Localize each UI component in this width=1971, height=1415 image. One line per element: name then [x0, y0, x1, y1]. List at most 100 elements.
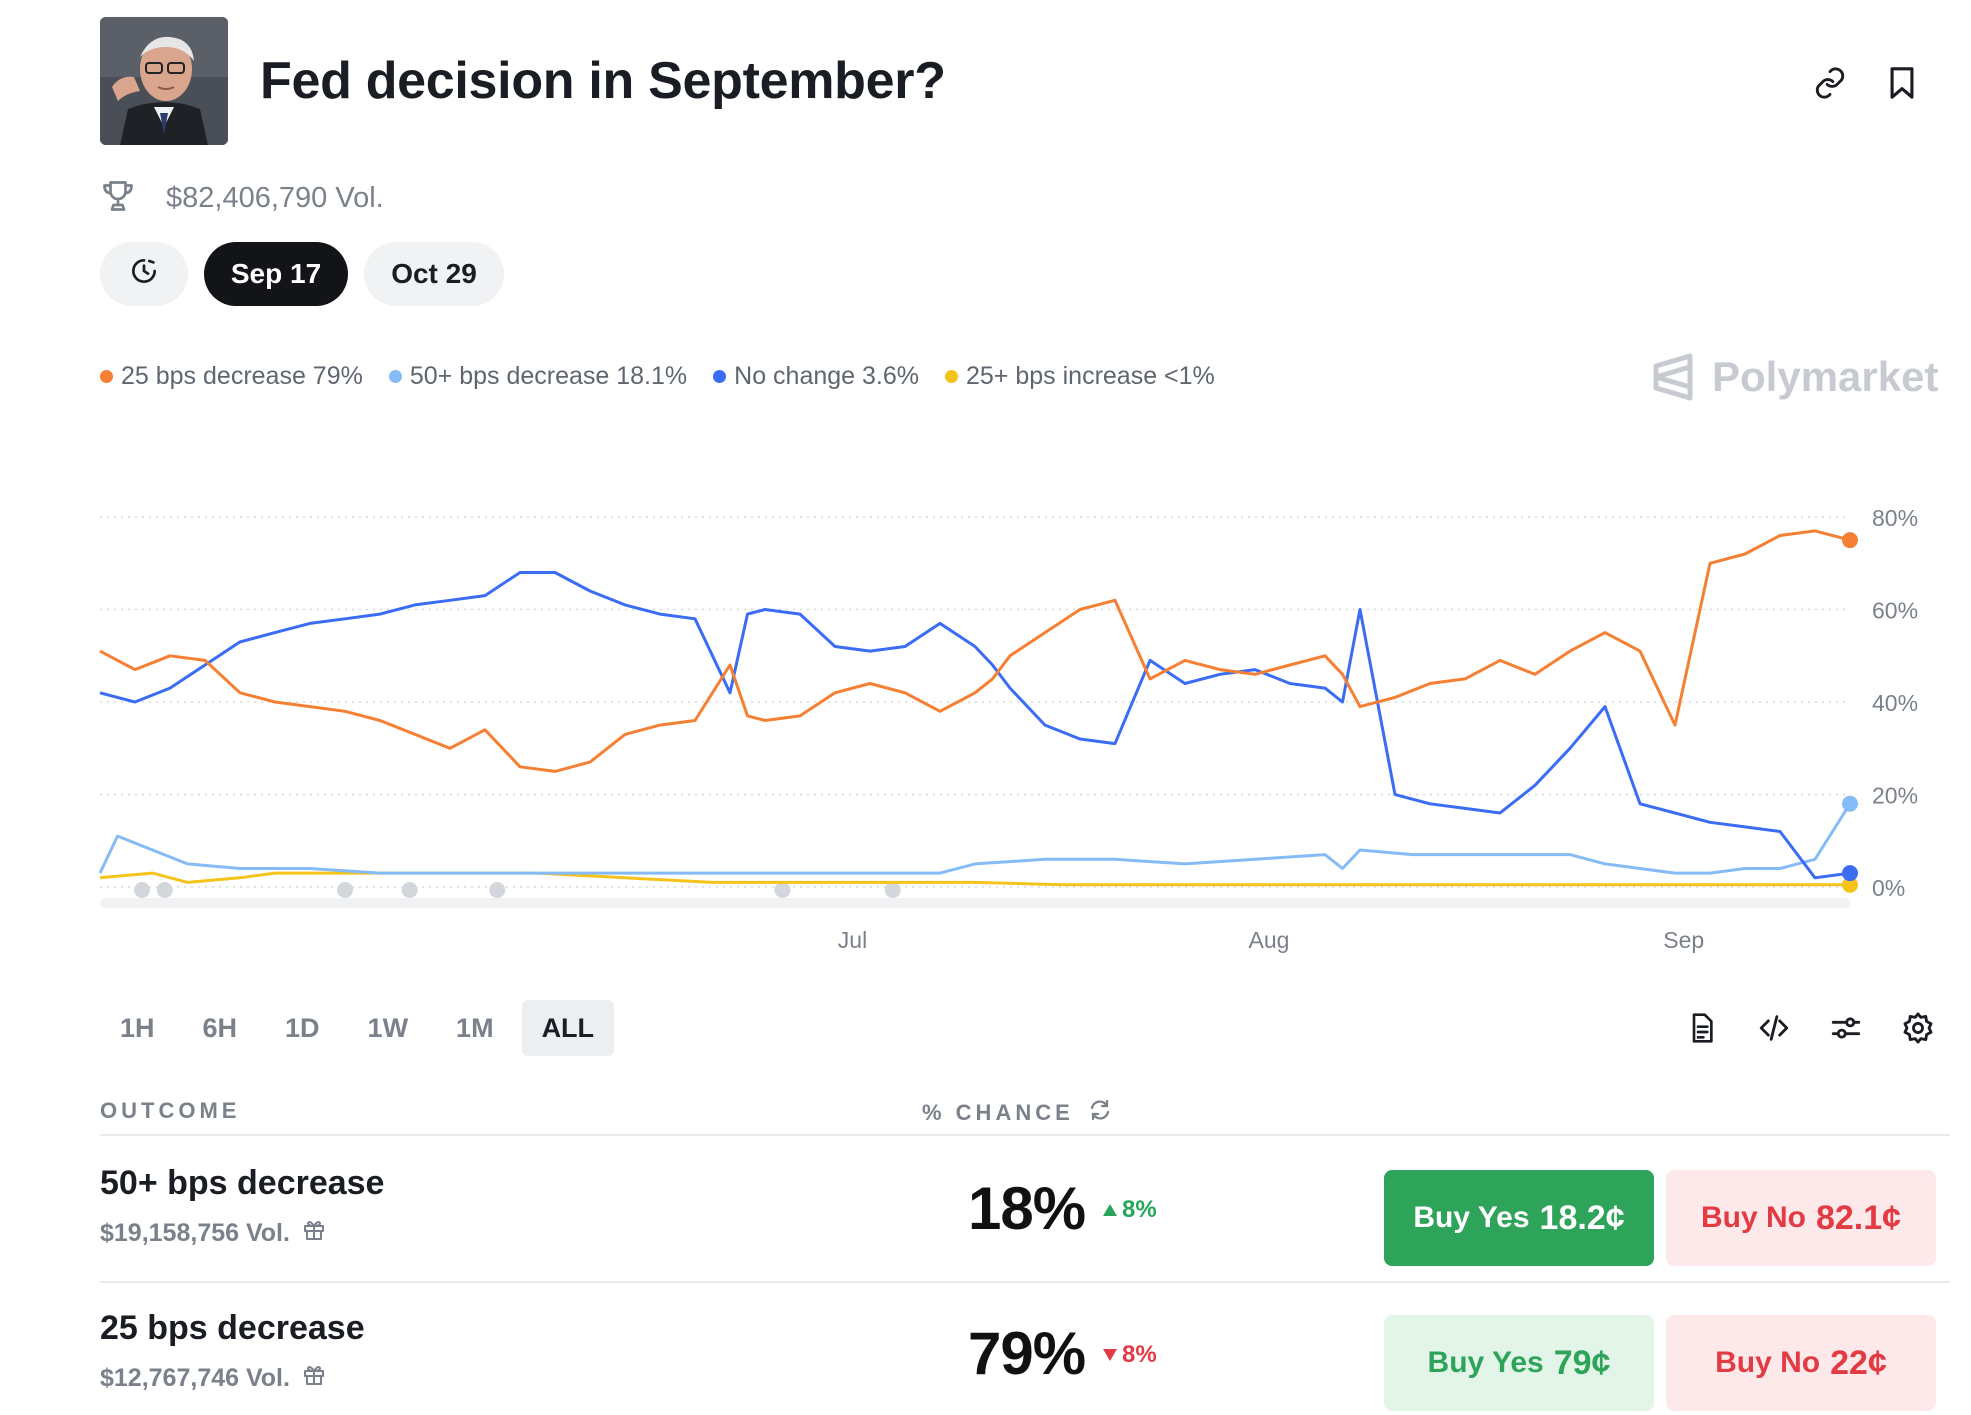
buy-no-button[interactable]: Buy No 82.1¢ — [1666, 1170, 1936, 1266]
chart-legend: 25 bps decrease 79% 50+ bps decrease 18.… — [100, 362, 1215, 391]
timeline-marker[interactable] — [134, 882, 150, 898]
timeline-marker[interactable] — [156, 882, 173, 898]
trophy-icon — [100, 178, 136, 219]
chance-change: 8% — [1102, 1341, 1157, 1369]
outcome-chance: 18% — [968, 1175, 1086, 1242]
date-pill-sep-17[interactable]: Sep 17 — [204, 242, 348, 306]
series-endpoint — [1842, 795, 1858, 812]
x-tick-label: Sep — [1663, 927, 1704, 953]
legend-label: 50+ bps decrease 18.1% — [409, 362, 688, 390]
market-avatar — [100, 17, 228, 145]
timeline-marker[interactable] — [401, 882, 418, 898]
outcome-row[interactable]: 50+ bps decrease $19,158,756 Vol. 18% 8%… — [100, 1136, 1950, 1282]
page-title: Fed decision in September? — [260, 52, 946, 110]
history-button[interactable] — [100, 242, 188, 306]
range-1d[interactable]: 1D — [285, 1012, 320, 1043]
legend-item: No change 3.6% — [713, 362, 919, 391]
series-endpoint — [1842, 532, 1858, 549]
document-icon[interactable] — [1680, 1006, 1724, 1050]
outcome-volume: $12,767,746 Vol. — [100, 1363, 326, 1394]
series-endpoint — [1842, 865, 1858, 882]
range-1m[interactable]: 1M — [456, 1012, 494, 1043]
price-chart[interactable]: 80% 60% 40% 20% 0% Jul Aug Sep — [0, 470, 1971, 990]
brand-name: Polymarket — [1712, 353, 1939, 400]
series-endpoint — [1842, 876, 1858, 893]
chance-change-value: 8% — [1122, 1196, 1157, 1223]
market-volume: $82,406,790 Vol. — [100, 178, 384, 218]
chance-column-header: % CHANCE — [922, 1098, 1112, 1128]
legend-dot — [945, 370, 958, 383]
series-line — [99, 529, 1851, 773]
y-tick-label: 60% — [1872, 598, 1918, 624]
legend-label: No change 3.6% — [734, 362, 919, 390]
buy-yes-button[interactable]: Buy Yes 18.2¢ — [1384, 1170, 1654, 1266]
buy-yes-button[interactable]: Buy Yes 79¢ — [1384, 1315, 1654, 1411]
table-divider — [100, 1281, 1950, 1283]
outcome-row[interactable]: 25 bps decrease $12,767,746 Vol. 79% 8% … — [100, 1281, 1950, 1415]
buy-no-price: 22¢ — [1830, 1343, 1887, 1382]
buy-yes-price: 18.2¢ — [1539, 1198, 1625, 1237]
polymarket-logo: Polymarket — [1650, 352, 1938, 402]
embed-code-icon[interactable] — [1752, 1006, 1796, 1050]
series-line — [98, 802, 1852, 875]
table-divider — [100, 1134, 1950, 1136]
timeline-marker[interactable] — [489, 882, 506, 898]
arrow-down-icon — [1102, 1341, 1118, 1369]
y-tick-label: 80% — [1872, 505, 1918, 531]
y-tick-label: 0% — [1872, 875, 1905, 901]
history-clock-icon — [128, 255, 160, 294]
timeline-marker[interactable] — [884, 882, 901, 898]
chance-change: 8% — [1102, 1196, 1157, 1224]
range-1h[interactable]: 1H — [120, 1012, 155, 1043]
timeline-marker[interactable] — [774, 882, 791, 898]
chart-tools — [1680, 1006, 1940, 1050]
legend-label: 25 bps decrease 79% — [121, 362, 363, 390]
legend-item: 50+ bps decrease 18.1% — [388, 362, 688, 391]
outcome-volume: $19,158,756 Vol. — [100, 1218, 326, 1249]
arrow-up-icon — [1102, 1196, 1118, 1224]
date-selector: Sep 17 Oct 29 — [100, 242, 504, 306]
outcome-volume-text: $19,158,756 Vol. — [100, 1219, 290, 1247]
buy-yes-price: 79¢ — [1553, 1343, 1611, 1382]
buy-no-price: 82.1¢ — [1815, 1198, 1902, 1237]
range-6h[interactable]: 6H — [202, 1012, 238, 1043]
gift-icon — [302, 1218, 326, 1249]
buy-yes-label: Buy Yes — [1413, 1201, 1530, 1234]
y-tick-label: 40% — [1872, 690, 1918, 716]
series-line — [99, 871, 1850, 887]
outcome-chance: 79% — [968, 1320, 1086, 1387]
legend-dot — [713, 370, 727, 383]
legend-item: 25+ bps increase <1% — [945, 362, 1215, 391]
settings-gear-icon[interactable] — [1896, 1006, 1940, 1050]
time-range-selector: 1H 6H 1D 1W 1M ALL — [100, 1000, 615, 1056]
legend-dot — [388, 370, 402, 383]
chance-change-value: 8% — [1122, 1341, 1157, 1368]
buy-no-button[interactable]: Buy No 22¢ — [1666, 1315, 1936, 1411]
volume-text: $82,406,790 Vol. — [166, 181, 384, 214]
x-tick-label: Jul — [838, 927, 867, 953]
market-header: Fed decision in September? — [100, 17, 1960, 147]
timeline-marker[interactable] — [337, 882, 353, 898]
legend-dot — [100, 370, 113, 383]
outcome-volume-text: $12,767,746 Vol. — [100, 1364, 290, 1392]
link-icon[interactable] — [1808, 61, 1852, 105]
x-tick-label: Aug — [1249, 927, 1290, 953]
buy-no-label: Buy No — [1700, 1201, 1806, 1234]
buy-no-label: Buy No — [1715, 1346, 1821, 1379]
timeline-track[interactable] — [100, 898, 1850, 908]
range-all[interactable]: ALL — [521, 1000, 615, 1056]
outcome-name: 50+ bps decrease — [100, 1164, 385, 1202]
legend-item: 25 bps decrease 79% — [100, 362, 363, 391]
date-pill-oct-29[interactable]: Oct 29 — [364, 242, 504, 306]
outcome-column-header: OUTCOME — [100, 1098, 241, 1123]
gift-icon — [302, 1363, 326, 1394]
refresh-icon[interactable] — [1088, 1098, 1112, 1128]
buy-yes-label: Buy Yes — [1427, 1346, 1544, 1379]
series-line — [99, 571, 1851, 880]
filter-sliders-icon[interactable] — [1824, 1006, 1868, 1050]
range-1w[interactable]: 1W — [367, 1012, 409, 1043]
legend-label: 25+ bps increase <1% — [966, 362, 1215, 390]
polymarket-logo-icon — [1653, 353, 1693, 401]
bookmark-icon[interactable] — [1880, 61, 1924, 105]
chance-header-label: % CHANCE — [922, 1100, 1074, 1125]
